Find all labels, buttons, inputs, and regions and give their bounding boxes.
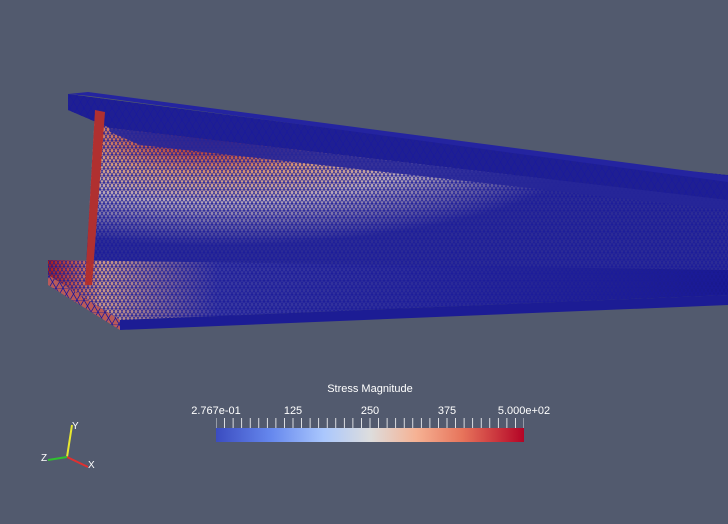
color-legend-tick-125: 125: [283, 405, 303, 417]
color-legend-tick-375: 375: [437, 405, 457, 417]
color-legend-tick-max: 5.000e+02: [497, 405, 551, 417]
color-legend-tick-min: 2.767e-01: [191, 405, 241, 417]
beam-top-flange: [68, 92, 728, 210]
axis-x-label: X: [88, 460, 95, 471]
color-legend-tickmarks: [216, 418, 524, 428]
axis-y-label: Y: [72, 421, 79, 432]
beam-web-edge: [85, 110, 105, 285]
axis-z-line: [47, 456, 68, 461]
axis-x-line: [66, 456, 89, 468]
orientation-axes: Y X Z: [41, 421, 95, 471]
beam-bottom-flange: [48, 260, 728, 330]
axis-z-label: Z: [41, 453, 47, 464]
color-legend-tick-250: 250: [360, 405, 380, 417]
color-legend-title: Stress Magnitude: [327, 383, 413, 395]
color-legend-bar: [216, 428, 524, 442]
axis-y-line: [66, 424, 73, 458]
color-legend: Stress Magnitude 2.767e-01 125 250 375 5…: [180, 380, 560, 450]
